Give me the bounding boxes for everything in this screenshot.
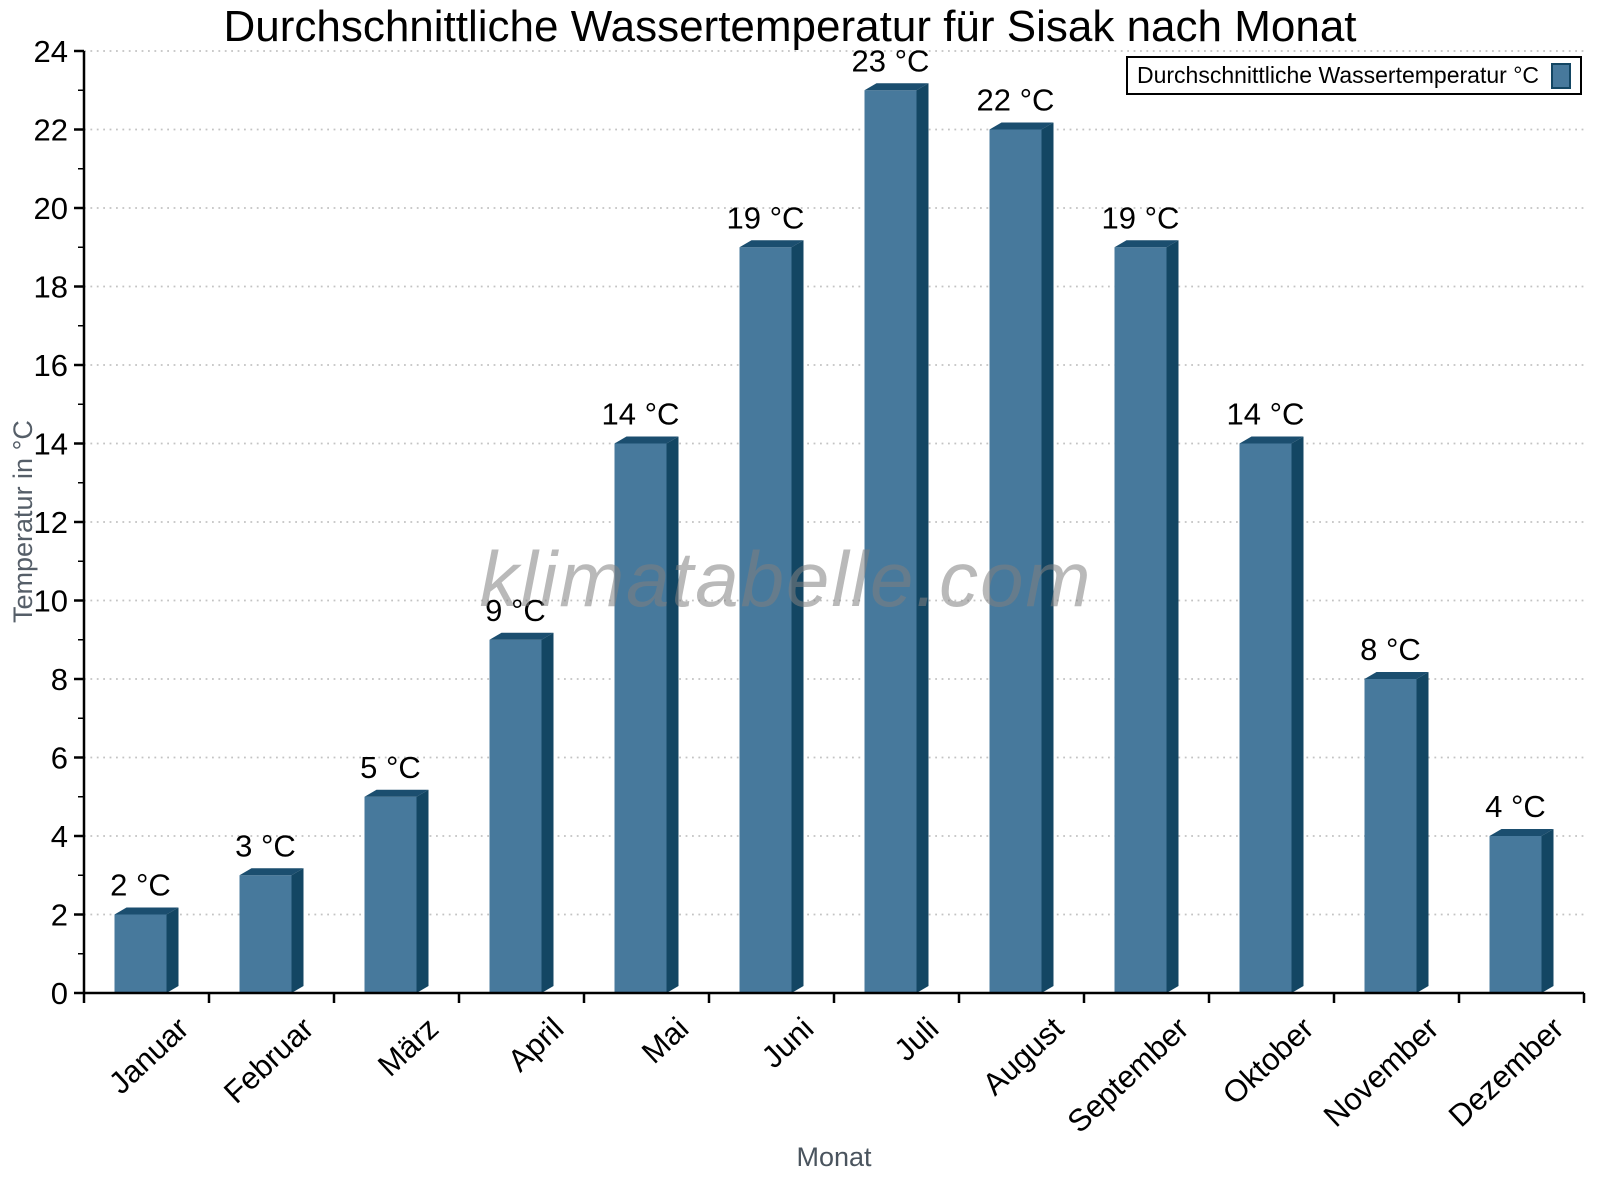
x-tick-label-märz: März: [371, 1011, 445, 1084]
bar-top-face: [864, 83, 929, 91]
y-tick-label: 8: [51, 662, 68, 697]
bar-value-label: 8 °C: [1360, 632, 1421, 667]
bar-value-label: 22 °C: [977, 83, 1055, 118]
bar-value-label: 19 °C: [727, 200, 805, 235]
bar-right-face: [416, 789, 429, 993]
bar-juli: [864, 90, 917, 993]
legend-box: Durchschnittliche Wassertemperatur °C: [1125, 56, 1582, 95]
bar-september: [1114, 247, 1167, 993]
bar-top-face: [614, 436, 679, 444]
y-tick-label: 18: [34, 270, 68, 305]
bar-right-face: [541, 632, 554, 993]
bar-top-face: [239, 868, 304, 876]
legend-label: Durchschnittliche Wassertemperatur °C: [1136, 62, 1539, 88]
x-tick-label-september: September: [1061, 1011, 1196, 1140]
bar-januar: [114, 914, 167, 993]
bar-top-face: [364, 789, 429, 797]
x-tick-label-juli: Juli: [887, 1011, 945, 1068]
bar-top-face: [489, 632, 554, 640]
y-tick-label: 14: [34, 427, 68, 462]
y-tick-label: 4: [51, 819, 68, 854]
bar-value-label: 14 °C: [602, 397, 680, 432]
bar-top-face: [114, 907, 179, 915]
bar-april: [489, 639, 542, 993]
y-tick-label: 20: [34, 191, 68, 226]
x-tick-label-juni: Juni: [755, 1011, 820, 1075]
bar-dezember: [1489, 836, 1542, 993]
bar-right-face: [1541, 829, 1554, 993]
x-tick-label-dezember: Dezember: [1442, 1011, 1570, 1134]
bar-right-face: [791, 240, 804, 993]
legend-swatch-icon: [1551, 62, 1571, 89]
bar-value-label: 2 °C: [110, 868, 171, 903]
x-tick-label-mai: Mai: [635, 1011, 695, 1071]
bar-juni: [739, 247, 792, 993]
x-tick-label-januar: Januar: [102, 1011, 195, 1101]
y-tick-label: 22: [34, 113, 68, 148]
bar-top-face: [1114, 240, 1179, 248]
bar-value-label: 19 °C: [1102, 200, 1180, 235]
x-tick-label-november: November: [1317, 1011, 1445, 1134]
y-tick-label: 6: [51, 741, 68, 776]
y-tick-label: 24: [34, 34, 68, 69]
bar-oktober: [1239, 443, 1292, 993]
x-axis-title: Monat: [796, 1142, 872, 1172]
bar-value-label: 3 °C: [235, 828, 296, 863]
x-tick-label-oktober: Oktober: [1216, 1011, 1321, 1112]
x-tick-label-februar: Februar: [217, 1011, 320, 1111]
chart-title: Durchschnittliche Wassertemperatur für S…: [223, 2, 1357, 51]
bar-top-face: [1239, 436, 1304, 444]
bar-right-face: [1291, 436, 1304, 993]
y-tick-label: 16: [34, 348, 68, 383]
bar-right-face: [666, 436, 679, 993]
bar-value-label: 14 °C: [1227, 397, 1305, 432]
bar-value-label: 9 °C: [485, 593, 546, 628]
x-tick-label-august: August: [976, 1010, 1071, 1102]
bar-top-face: [739, 240, 804, 248]
bar-november: [1364, 679, 1417, 993]
bar-top-face: [1364, 672, 1429, 679]
y-axis-title: Temperatur in °C: [8, 420, 38, 624]
bar-top-face: [989, 122, 1054, 130]
y-tick-label: 12: [34, 505, 68, 540]
bar-right-face: [291, 868, 304, 993]
bar-right-face: [1166, 240, 1179, 993]
bar-märz: [364, 796, 417, 993]
y-tick-label: 0: [51, 976, 68, 1011]
bar-top-face: [1489, 829, 1554, 836]
bar-value-label: 23 °C: [852, 43, 930, 78]
bar-august: [989, 129, 1042, 993]
y-tick-label: 10: [34, 584, 68, 619]
bar-right-face: [916, 83, 929, 993]
bar-februar: [239, 875, 292, 993]
x-tick-label-april: April: [501, 1011, 570, 1079]
bar-mai: [614, 443, 667, 993]
bar-right-face: [1041, 122, 1054, 993]
bar-value-label: 5 °C: [360, 750, 421, 785]
bar-value-label: 4 °C: [1485, 789, 1546, 824]
bar-right-face: [166, 907, 179, 993]
y-tick-label: 2: [51, 898, 68, 933]
bar-right-face: [1416, 672, 1429, 993]
